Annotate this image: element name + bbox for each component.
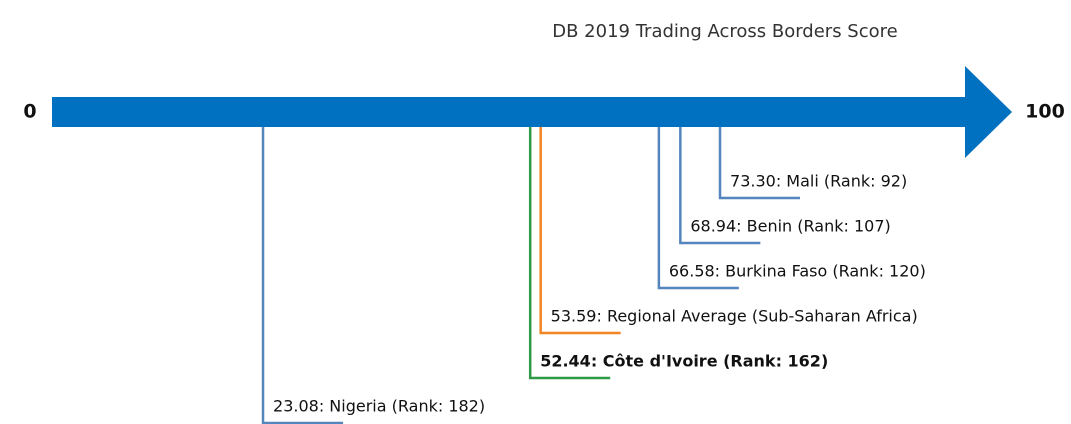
- marker-label: 53.59: Regional Average (Sub-Saharan Afr…: [551, 307, 918, 326]
- x-tick-label: 0: [23, 101, 36, 123]
- marker-line: [539, 127, 621, 335]
- marker-line: [528, 127, 611, 380]
- x-tick-label: 100: [1025, 101, 1065, 123]
- arrow-head: [965, 66, 1012, 158]
- chart-title: DB 2019 Trading Across Borders Score: [552, 21, 897, 42]
- marker-label: 68.94: Benin (Rank: 107): [690, 217, 890, 236]
- marker-label: 73.30: Mali (Rank: 92): [730, 172, 907, 191]
- marker-line: [718, 127, 801, 200]
- marker-line: [657, 127, 739, 290]
- marker-label: 66.58: Burkina Faso (Rank: 120): [669, 262, 926, 281]
- arrow-body: [52, 97, 965, 127]
- marker-line: [261, 127, 344, 424]
- marker-line: [679, 127, 761, 245]
- marker-label: 52.44: Côte d'Ivoire (Rank: 162): [540, 352, 828, 371]
- marker-label: 23.08: Nigeria (Rank: 182): [273, 397, 485, 416]
